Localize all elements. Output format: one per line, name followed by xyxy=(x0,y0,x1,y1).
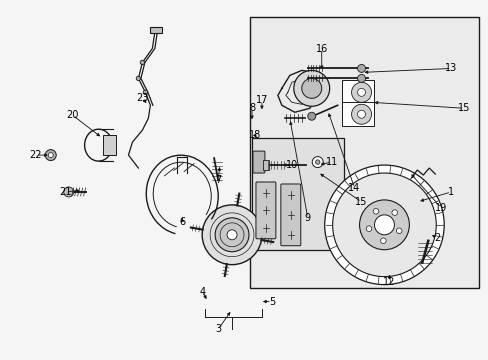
Circle shape xyxy=(143,90,147,95)
Circle shape xyxy=(226,230,237,240)
Circle shape xyxy=(332,173,435,276)
Bar xyxy=(341,80,373,104)
Circle shape xyxy=(351,104,371,124)
Text: 17: 17 xyxy=(255,95,267,105)
Circle shape xyxy=(45,150,56,161)
Text: 8: 8 xyxy=(248,103,255,113)
Circle shape xyxy=(202,205,262,265)
Circle shape xyxy=(215,218,248,252)
Circle shape xyxy=(293,71,329,106)
Circle shape xyxy=(140,60,144,65)
Circle shape xyxy=(366,226,371,231)
Circle shape xyxy=(391,210,397,215)
FancyBboxPatch shape xyxy=(252,151,264,173)
Circle shape xyxy=(380,238,386,243)
Text: 2: 2 xyxy=(433,233,440,243)
Text: 16: 16 xyxy=(315,44,327,54)
Text: 5: 5 xyxy=(268,297,274,306)
Bar xyxy=(341,102,373,126)
FancyBboxPatch shape xyxy=(255,182,275,239)
Text: 20: 20 xyxy=(66,110,79,120)
Circle shape xyxy=(359,200,408,250)
Circle shape xyxy=(357,64,365,72)
Text: 13: 13 xyxy=(444,63,456,73)
Text: 1: 1 xyxy=(447,187,453,197)
Circle shape xyxy=(307,112,315,120)
Text: 11: 11 xyxy=(325,157,337,167)
Circle shape xyxy=(396,228,401,234)
Text: 9: 9 xyxy=(304,213,310,223)
Circle shape xyxy=(357,88,365,96)
Text: 3: 3 xyxy=(215,324,221,334)
Bar xyxy=(150,27,162,32)
FancyBboxPatch shape xyxy=(280,184,300,246)
Circle shape xyxy=(357,75,365,82)
Bar xyxy=(251,138,343,250)
Circle shape xyxy=(48,153,53,158)
Text: 23: 23 xyxy=(136,93,148,103)
Text: 15: 15 xyxy=(457,103,469,113)
Circle shape xyxy=(301,78,321,98)
Bar xyxy=(249,17,478,288)
Text: 4: 4 xyxy=(199,287,205,297)
Circle shape xyxy=(372,208,378,214)
Circle shape xyxy=(136,76,141,81)
Text: 6: 6 xyxy=(179,217,185,227)
Text: 14: 14 xyxy=(348,183,360,193)
Circle shape xyxy=(312,157,323,167)
Text: 19: 19 xyxy=(434,203,447,213)
Circle shape xyxy=(351,82,371,102)
Circle shape xyxy=(315,160,319,164)
Text: 15: 15 xyxy=(355,197,367,207)
Text: 21: 21 xyxy=(60,187,72,197)
Circle shape xyxy=(324,165,443,285)
Circle shape xyxy=(63,187,74,197)
Text: 22: 22 xyxy=(29,150,42,160)
Text: 7: 7 xyxy=(215,175,221,185)
Circle shape xyxy=(357,110,365,118)
Text: 12: 12 xyxy=(383,276,395,287)
Text: 10: 10 xyxy=(285,160,297,170)
Bar xyxy=(102,135,116,155)
Text: 18: 18 xyxy=(248,130,261,140)
Bar xyxy=(263,160,268,170)
Circle shape xyxy=(374,215,394,235)
